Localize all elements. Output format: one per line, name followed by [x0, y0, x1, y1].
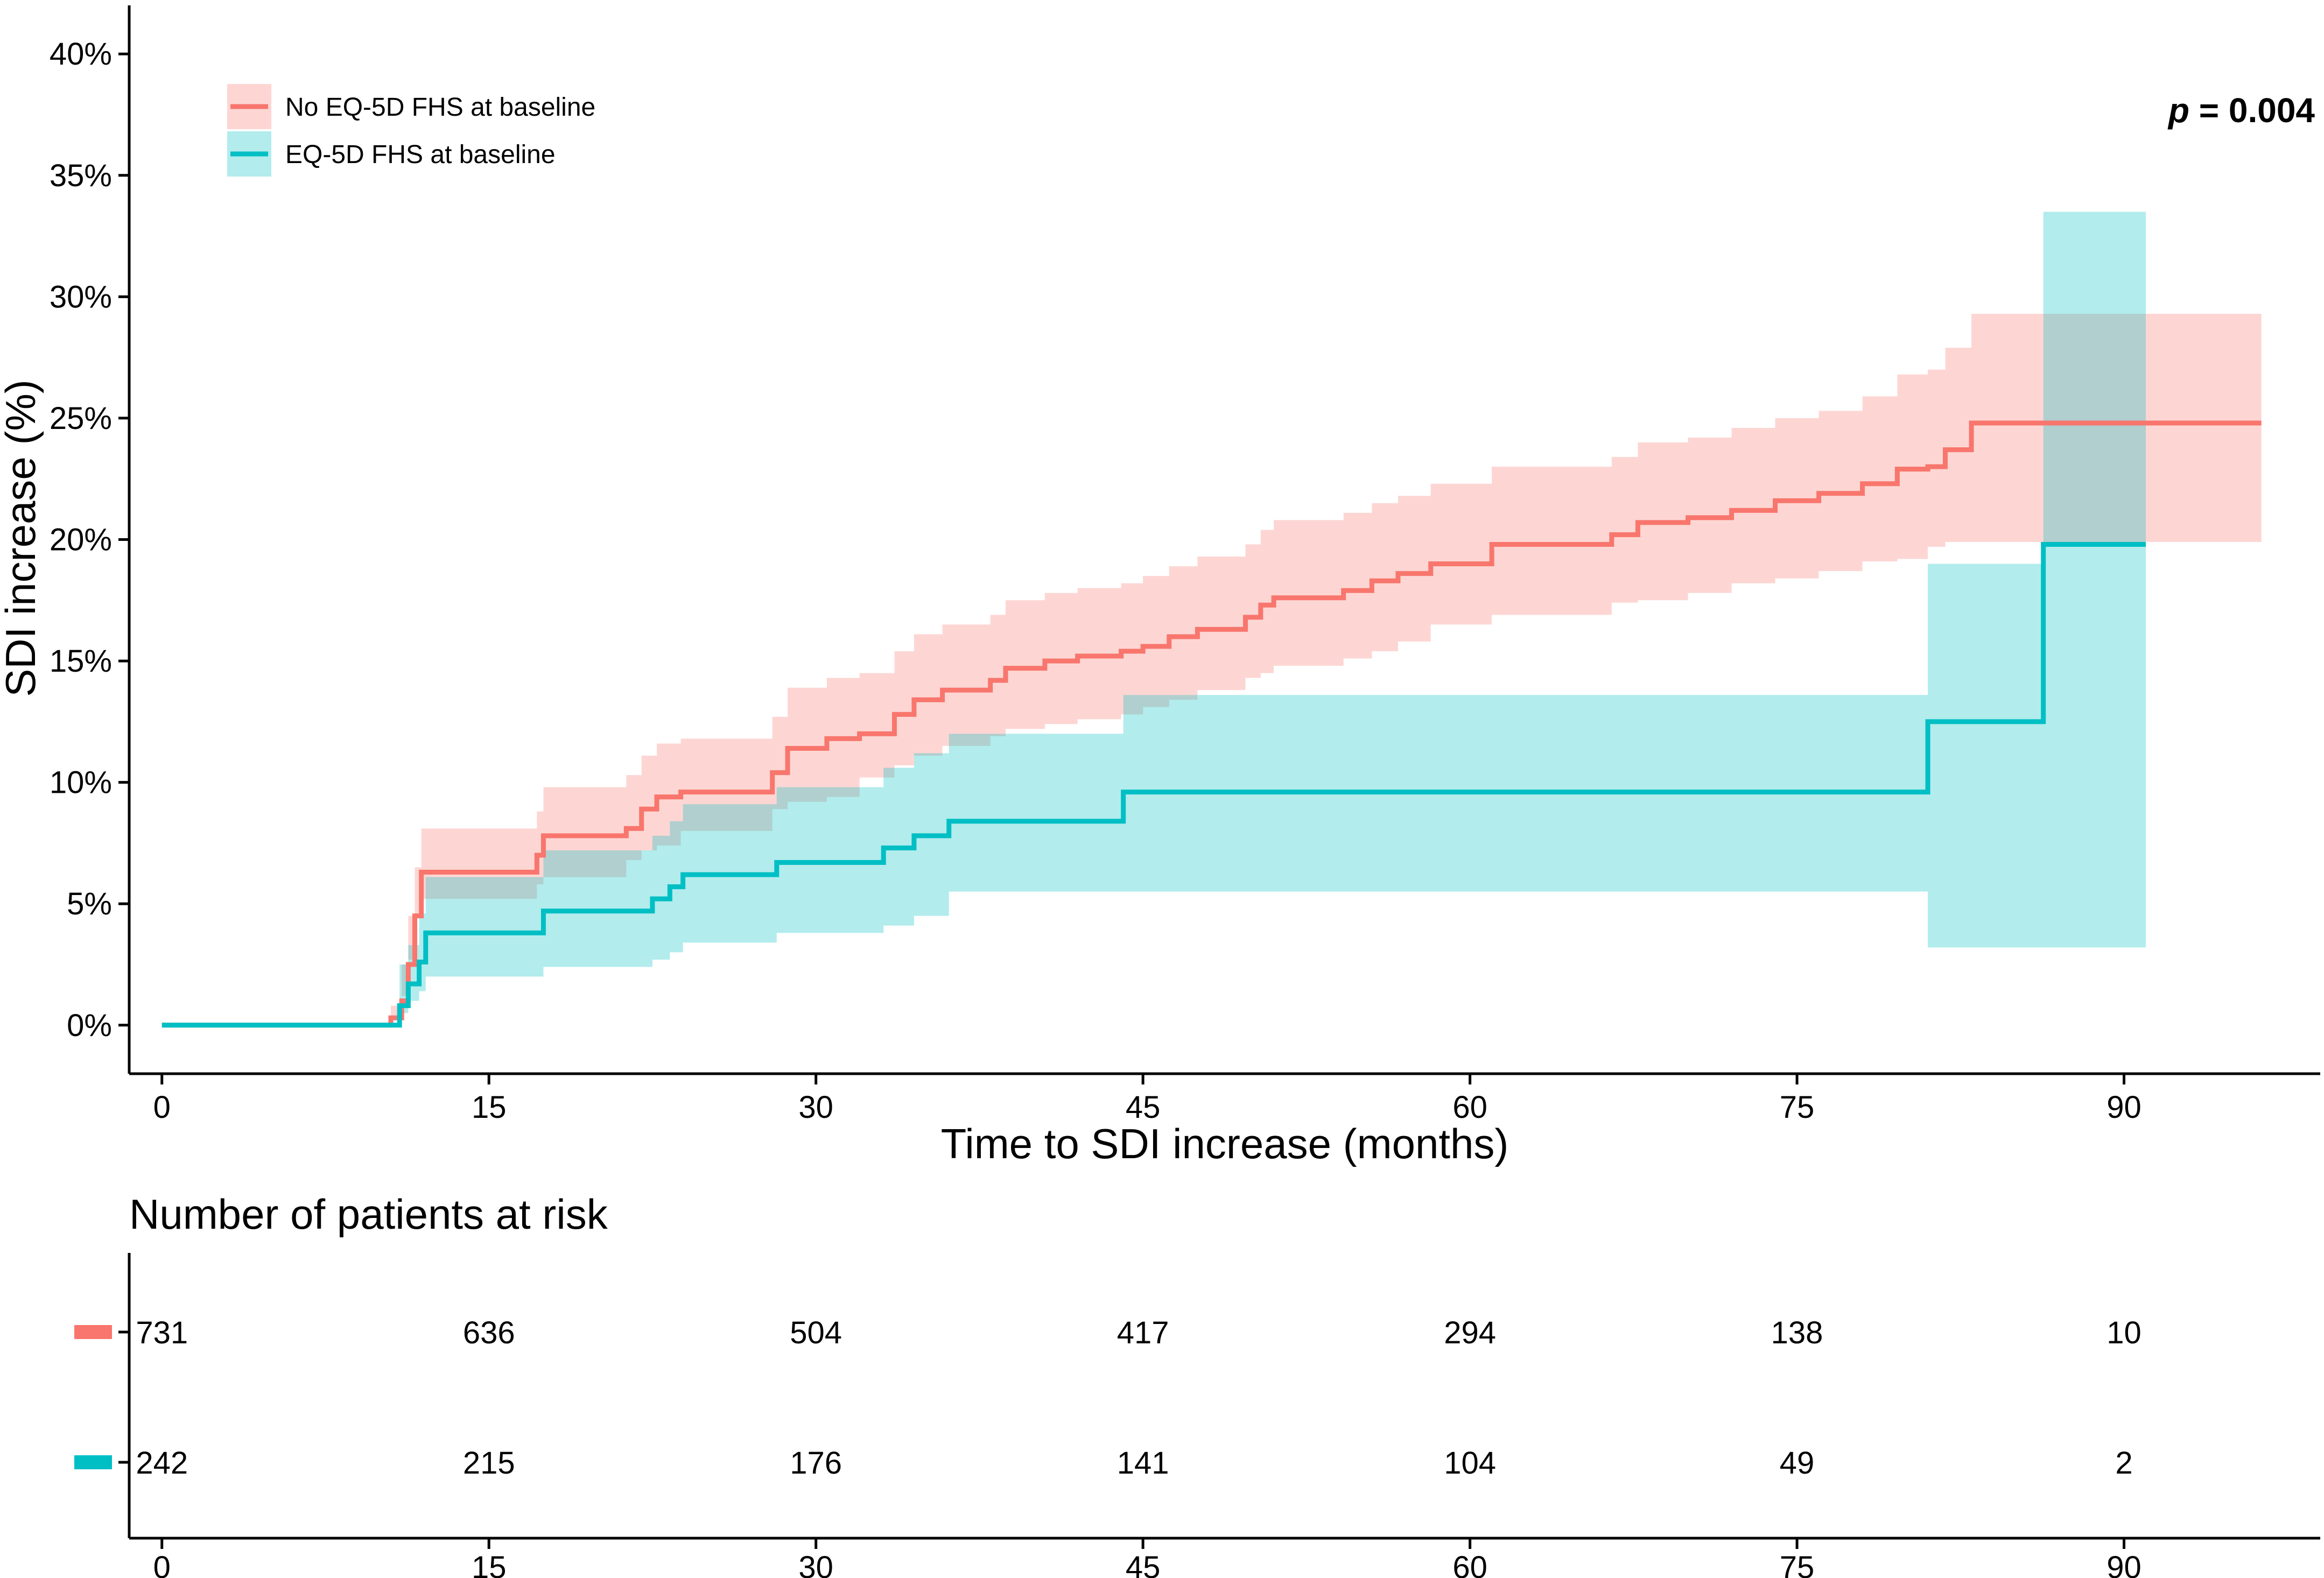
incidence-lines — [162, 420, 2262, 1028]
risk-count: 504 — [790, 1315, 842, 1350]
y-tick-label: 25% — [50, 401, 112, 436]
ci-band-2 — [162, 212, 2146, 1025]
series-line-1 — [162, 420, 2262, 1028]
p-symbol: p — [2167, 91, 2189, 130]
x-tick-label: 30 — [798, 1090, 833, 1125]
y-tick-label: 35% — [50, 158, 112, 193]
risk-count: 141 — [1117, 1446, 1169, 1481]
risk-count: 242 — [136, 1446, 188, 1481]
legend-label-1: No EQ-5D FHS at baseline — [285, 93, 595, 122]
p-value-annotation: p = 0.004 — [2167, 91, 2315, 130]
risk-count: 49 — [1780, 1446, 1815, 1481]
x-tick-label: 45 — [1126, 1090, 1161, 1125]
risk-x-tick-label: 75 — [1780, 1550, 1815, 1578]
y-axis-label: SDI increase (%) — [0, 379, 44, 697]
risk-row-color-key-2 — [74, 1455, 112, 1469]
risk-row-color-key-1 — [74, 1325, 112, 1339]
y-tick-label: 0% — [67, 1008, 112, 1043]
risk-count: 731 — [136, 1315, 188, 1350]
x-tick-label: 15 — [472, 1090, 507, 1125]
legend: No EQ-5D FHS at baseline EQ-5D FHS at bas… — [227, 84, 595, 177]
y-tick-label: 15% — [50, 644, 112, 679]
y-tick-label: 10% — [50, 765, 112, 800]
y-tick-label: 20% — [50, 523, 112, 558]
risk-count: 417 — [1117, 1315, 1169, 1350]
risk-x-tick-label: 60 — [1452, 1550, 1487, 1578]
risk-table-title: Number of patients at risk — [129, 1190, 608, 1238]
confidence-bands — [162, 212, 2262, 1025]
risk-table-rows: 731 636 504 417 294 138 10 242 215 176 141 104 49 2 — [74, 1315, 2142, 1481]
y-axis-ticks: 0% 5% 10% 15% 20% 25% 30% 35% 40% — [50, 37, 129, 1043]
y-tick-label: 30% — [50, 279, 112, 314]
risk-x-tick-label: 90 — [2107, 1550, 2142, 1578]
risk-table-x-ticks: 0 15 30 45 60 75 90 — [153, 1538, 2142, 1578]
x-axis-ticks: 0 15 30 45 60 75 90 — [153, 1074, 2142, 1125]
risk-count: 2 — [2115, 1446, 2132, 1481]
x-tick-label: 60 — [1452, 1090, 1487, 1125]
p-value: = 0.004 — [2189, 91, 2315, 130]
series-line-2 — [162, 542, 2146, 1028]
risk-x-tick-label: 30 — [798, 1550, 833, 1578]
x-tick-label: 75 — [1780, 1090, 1815, 1125]
risk-x-tick-label: 15 — [472, 1550, 507, 1578]
y-tick-label: 5% — [67, 886, 112, 921]
risk-x-tick-label: 45 — [1126, 1550, 1161, 1578]
risk-count: 176 — [790, 1446, 842, 1481]
risk-count: 636 — [463, 1315, 515, 1350]
x-tick-label: 0 — [153, 1090, 171, 1125]
risk-table: Number of patients at risk 731 636 504 417 2… — [74, 1190, 2320, 1578]
main-plot: 0%5%10%15%20%25%30%35%40% 0 15 30 45 60 75 90 … — [0, 5, 2320, 1167]
risk-count: 104 — [1444, 1446, 1496, 1481]
risk-count: 294 — [1444, 1315, 1496, 1350]
risk-x-tick-label: 0 — [153, 1550, 171, 1578]
ci-band-1 — [162, 313, 2262, 1025]
y-tick-label: 40% — [50, 37, 112, 72]
x-tick-label: 90 — [2107, 1090, 2142, 1125]
risk-count: 138 — [1771, 1315, 1823, 1350]
x-axis-label: Time to SDI increase (months) — [941, 1120, 1509, 1167]
risk-count: 10 — [2107, 1315, 2142, 1350]
risk-count: 215 — [463, 1446, 515, 1481]
legend-label-2: EQ-5D FHS at baseline — [285, 140, 556, 169]
